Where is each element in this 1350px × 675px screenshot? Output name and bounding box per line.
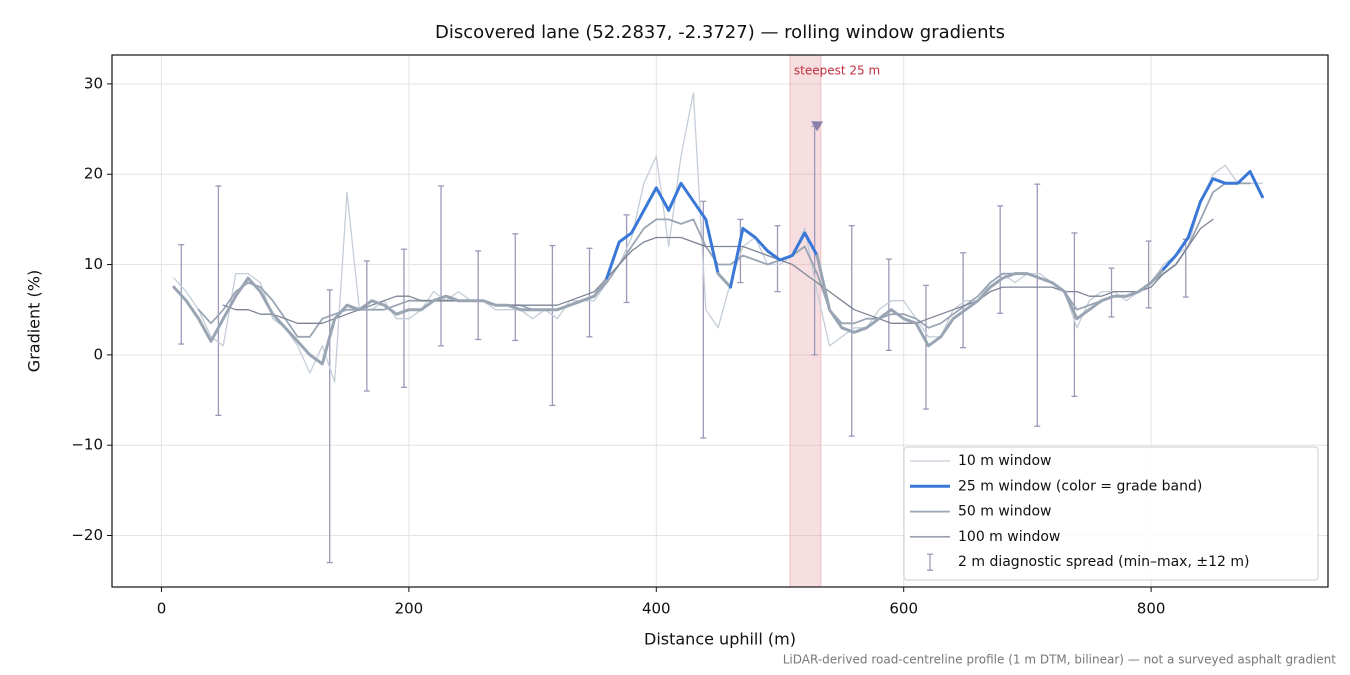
x-tick-label: 200 — [395, 600, 424, 618]
error-bar — [363, 260, 370, 392]
error-bar — [885, 258, 892, 352]
x-tick-label: 600 — [889, 600, 918, 618]
series-line — [173, 92, 1264, 383]
y-axis-label: Gradient (%) — [25, 270, 44, 372]
error-bar — [1034, 183, 1041, 427]
error-bar — [586, 247, 593, 338]
x-tick-label: 800 — [1137, 600, 1166, 618]
y-tick-label: 0 — [93, 345, 103, 363]
series-line — [172, 276, 609, 366]
series-line — [1162, 170, 1264, 271]
steepest-marker — [811, 121, 824, 132]
legend-label: 10 m window — [958, 453, 1051, 469]
chart-title: Discovered lane (52.2837, -2.3727) — rol… — [435, 22, 1005, 43]
error-bar — [438, 185, 445, 347]
series-line — [716, 272, 732, 289]
legend-box — [903, 446, 1319, 581]
y-tick-label: 30 — [84, 74, 103, 92]
series-line — [605, 181, 720, 280]
legend-label: 100 m window — [958, 529, 1060, 545]
highlight-span — [789, 54, 822, 588]
legend-label: 50 m window — [958, 504, 1051, 520]
error-bar — [549, 244, 556, 407]
error-bar — [475, 250, 482, 341]
plot-frame — [111, 54, 1329, 588]
footnote: LiDAR-derived road-centreline profile (1… — [783, 653, 1337, 667]
y-tick-label: 10 — [84, 255, 103, 273]
x-tick-label: 400 — [642, 600, 671, 618]
y-tick-label: 20 — [84, 165, 103, 183]
error-bar — [997, 205, 1004, 314]
error-bar — [737, 218, 744, 284]
y-tick-label: −10 — [71, 436, 103, 454]
legend-label: 25 m window (color = grade band) — [958, 478, 1202, 494]
error-bar — [623, 214, 630, 304]
x-tick-label: 0 — [157, 600, 167, 618]
series-line — [222, 218, 1214, 324]
series-line — [815, 254, 1165, 348]
series-line — [729, 226, 819, 289]
error-bar — [1145, 240, 1152, 309]
error-bar — [922, 284, 929, 410]
y-tick-label: −20 — [71, 526, 103, 544]
highlight-label: steepest 25 m — [794, 64, 880, 78]
error-bar — [512, 233, 519, 342]
error-bar — [215, 185, 222, 417]
x-axis-label: Distance uphill (m) — [644, 630, 796, 649]
legend: 10 m window 25 m window (color = grade ba… — [903, 446, 1319, 581]
error-bar — [960, 252, 967, 349]
legend-label: 2 m diagnostic spread (min–max, ±12 m) — [958, 554, 1249, 570]
series-line — [197, 182, 1251, 338]
